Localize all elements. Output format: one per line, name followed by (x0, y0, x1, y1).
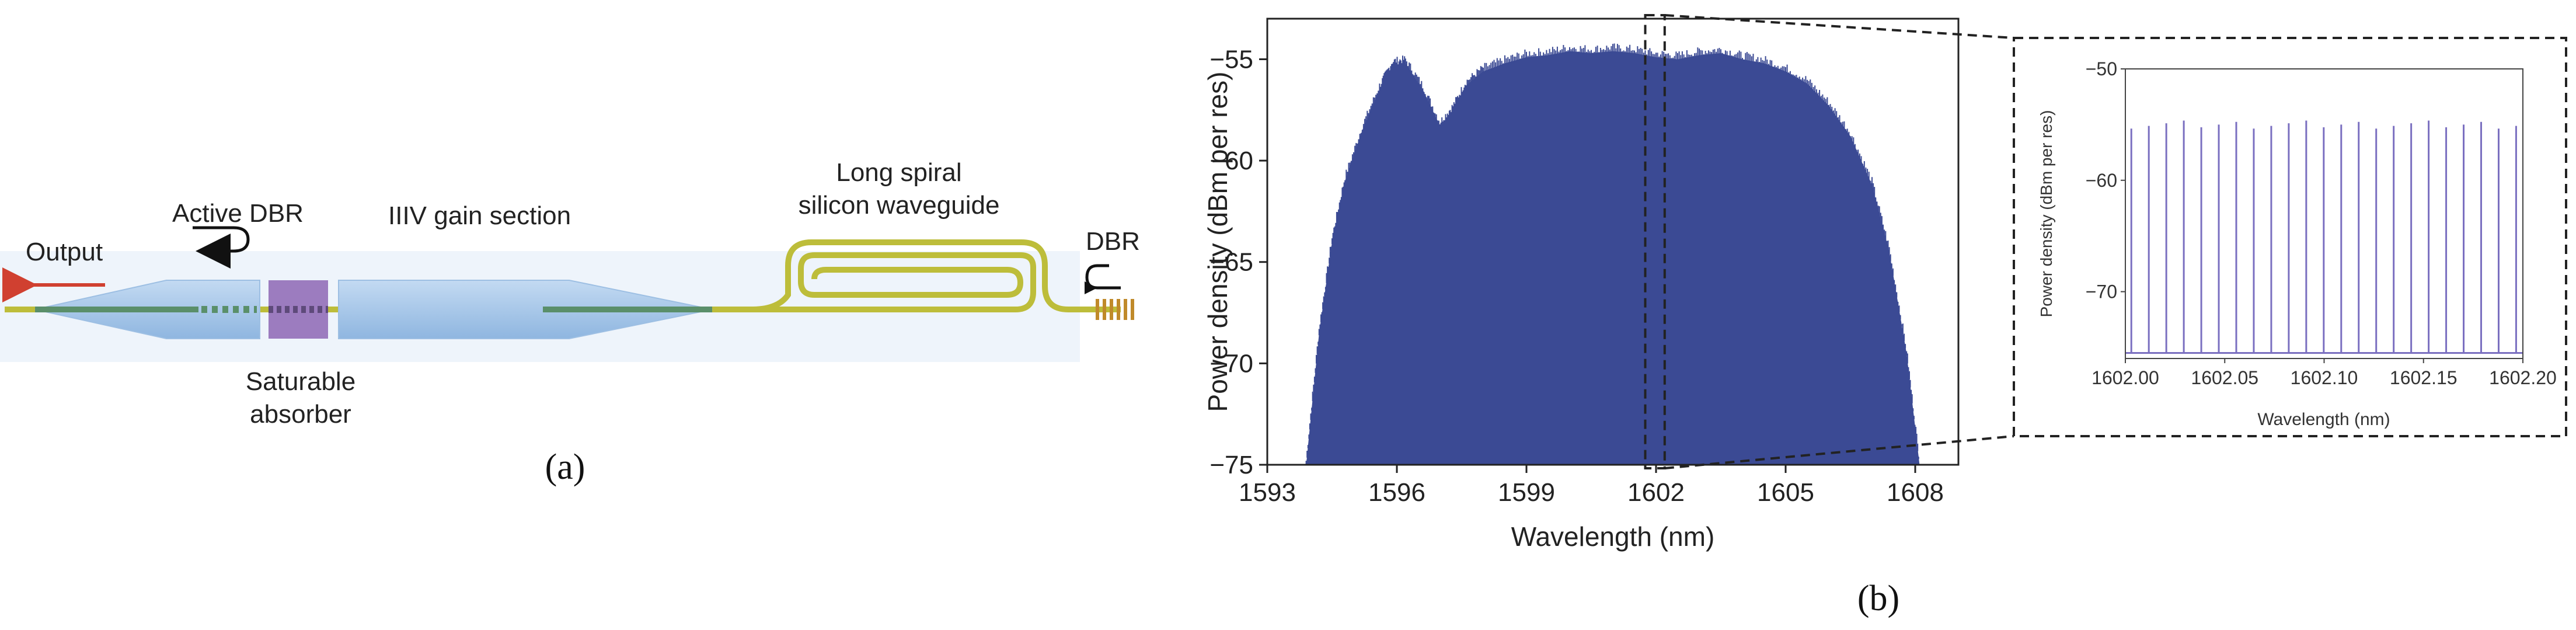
panel-b-label: (b) (1857, 579, 1899, 618)
spiral-waveguide (738, 239, 1121, 312)
spectrum-envelope (1306, 51, 1920, 465)
inset-x-tick-label: 1602.15 (2390, 367, 2458, 388)
inset-y-axis-label: Power density (dBm per res) (2037, 110, 2055, 318)
label-spiral-line2: silicon waveguide (799, 191, 1000, 220)
label-absorber-line1: Saturable (246, 367, 355, 396)
main-x-tick-label: 1602 (1627, 478, 1685, 507)
laser-schematic: Output Active DBR IIIV gain section Long… (0, 158, 1140, 487)
main-x-tick-label: 1605 (1757, 478, 1814, 507)
main-y-tick-label: −65 (1209, 248, 1253, 277)
label-active-dbr: Active DBR (172, 199, 304, 228)
gain-section (338, 280, 713, 339)
inset-comb-chart: 1602.00 1602.05 1602.10 1602.15 1602.20 −50 −… (2013, 37, 2567, 437)
active-dbr-reflection-icon (193, 226, 250, 269)
main-x-tick-label: 1593 (1239, 478, 1296, 507)
main-x-axis-label: Wavelength (nm) (1511, 521, 1715, 552)
main-y-tick-label: −55 (1209, 45, 1253, 74)
inset-x-tick-label: 1602.00 (2092, 367, 2159, 388)
label-gain-section: IIIV gain section (388, 201, 571, 230)
label-dbr: DBR (1086, 227, 1140, 256)
dbr-grating (1096, 299, 1134, 320)
main-x-tick-label: 1596 (1368, 478, 1425, 507)
zoom-connector-bottom (1664, 435, 2014, 469)
inset-x-tick-label: 1602.20 (2489, 367, 2557, 388)
main-y-axis-label: Power density (dBm per res) (1202, 72, 1233, 412)
inset-x-tick-label: 1602.05 (2191, 367, 2258, 388)
inset-x-tick-label: 1602.10 (2291, 367, 2358, 388)
label-absorber-line2: absorber (250, 400, 351, 429)
main-spectrum-chart: 1593 1596 1599 1602 1605 1608 −55 −60 −65 −70 −75… (1202, 14, 1960, 552)
inset-x-axis-label: Wavelength (nm) (2257, 410, 2390, 429)
dbr-reflection-arrowhead-icon (1085, 281, 1097, 294)
panel-a-label: (a) (545, 447, 585, 487)
main-y-tick-label: −60 (1209, 147, 1253, 175)
inset-outer-box (2013, 37, 2567, 437)
zoom-box (1644, 14, 1666, 469)
main-x-tick-label: 1608 (1887, 478, 1944, 507)
main-y-tick-label: −70 (1209, 349, 1253, 378)
inset-y-tick-label: −50 (2086, 58, 2117, 79)
main-plot-frame (1266, 18, 1960, 466)
inset-y-tick-label: −70 (2086, 281, 2117, 302)
main-x-tick-label: 1599 (1498, 478, 1555, 507)
label-spiral-line1: Long spiral (836, 158, 961, 187)
dbr-reflection-icon (1085, 264, 1121, 290)
label-output: Output (26, 238, 103, 266)
main-y-tick-label: −75 (1209, 451, 1253, 479)
zoom-connector-top (1664, 14, 2014, 39)
spectrum-panel: 1593 1596 1599 1602 1605 1608 −55 −60 −65 −70 −75… (1202, 14, 2567, 618)
inset-y-tick-label: −60 (2086, 170, 2117, 191)
